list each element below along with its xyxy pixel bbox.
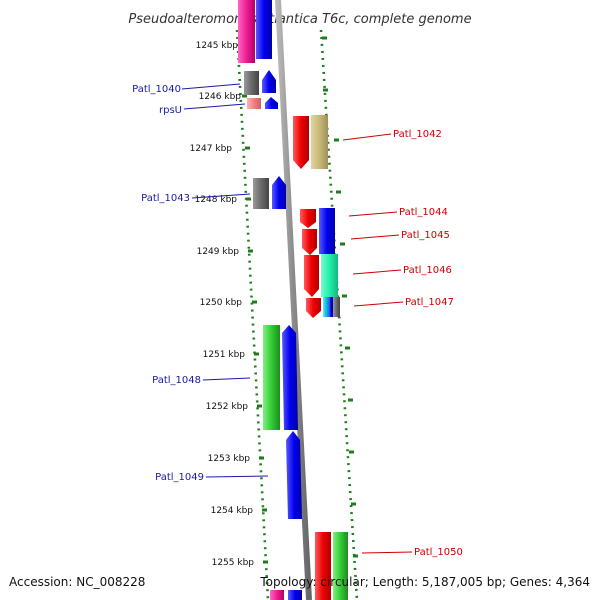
right-leader-lines bbox=[342, 133, 413, 554]
accession-text: Accession: NC_008228 bbox=[9, 575, 145, 589]
gene-arrow[interactable] bbox=[272, 176, 286, 209]
tick-labels: 1245 kbp 1246 kbp 1247 kbp 1248 kbp 1249… bbox=[190, 41, 255, 568]
right-tick-marks bbox=[322, 36, 358, 558]
gene-label-patl-1047[interactable]: Patl_1047 bbox=[405, 297, 454, 308]
tick-label: 1250 kbp bbox=[200, 298, 243, 308]
right-gene-labels: Patl_1042 Patl_1044 Patl_1045 Patl_1046 … bbox=[393, 129, 463, 558]
gene-label-patl-1042[interactable]: Patl_1042 bbox=[393, 129, 442, 140]
tick-label: 1255 kbp bbox=[212, 558, 255, 568]
leader-line bbox=[352, 269, 402, 275]
left-leader-lines bbox=[181, 83, 269, 478]
gene-block[interactable] bbox=[321, 254, 338, 297]
left-gene-labels: Patl_1040 rpsU Patl_1043 Patl_1048 Patl_… bbox=[132, 84, 204, 483]
gene-arrow[interactable] bbox=[265, 97, 278, 109]
leader-line bbox=[183, 103, 246, 110]
gene-arrow[interactable] bbox=[293, 116, 309, 169]
tick-label: 1248 kbp bbox=[195, 195, 238, 205]
genome-backbone bbox=[275, 0, 312, 600]
gene-block[interactable] bbox=[263, 325, 280, 430]
gene-arrow[interactable] bbox=[262, 70, 276, 93]
lower-strand-genes bbox=[293, 115, 348, 600]
gene-block[interactable] bbox=[247, 98, 261, 109]
gene-label-patl-1046[interactable]: Patl_1046 bbox=[403, 265, 452, 276]
gene-block[interactable] bbox=[315, 532, 331, 600]
gene-block[interactable] bbox=[311, 115, 328, 169]
leader-line bbox=[348, 211, 398, 217]
gene-arrow[interactable] bbox=[286, 431, 302, 519]
leader-line bbox=[361, 551, 413, 554]
gene-block[interactable] bbox=[323, 297, 329, 317]
gene-label-patl-1048[interactable]: Patl_1048 bbox=[152, 375, 201, 386]
leader-line bbox=[191, 193, 251, 199]
gene-label-patl-1049[interactable]: Patl_1049 bbox=[155, 472, 204, 483]
gene-label-patl-1050[interactable]: Patl_1050 bbox=[414, 547, 463, 558]
tick-label: 1252 kbp bbox=[206, 402, 249, 412]
gene-arrow[interactable] bbox=[304, 255, 319, 297]
gene-label-rpsu[interactable]: rpsU bbox=[159, 105, 182, 116]
gene-arrow[interactable] bbox=[302, 229, 317, 255]
gene-block[interactable] bbox=[253, 178, 269, 209]
gene-block[interactable] bbox=[319, 208, 335, 254]
tick-label: 1254 kbp bbox=[211, 506, 254, 516]
gene-label-patl-1043[interactable]: Patl_1043 bbox=[141, 193, 190, 204]
gene-block[interactable] bbox=[244, 71, 259, 95]
gene-block[interactable] bbox=[333, 532, 348, 600]
gene-block[interactable] bbox=[329, 297, 333, 317]
tick-label: 1253 kbp bbox=[208, 454, 251, 464]
tick-label: 1246 kbp bbox=[199, 92, 242, 102]
gene-arrow[interactable] bbox=[282, 325, 298, 430]
leader-line bbox=[202, 377, 251, 381]
leader-line bbox=[181, 83, 241, 90]
tick-label: 1245 kbp bbox=[196, 41, 239, 51]
genome-title: Pseudoalteromonas atlantica T6c, complet… bbox=[128, 12, 471, 27]
gene-block[interactable] bbox=[238, 0, 255, 63]
leader-line bbox=[342, 133, 392, 141]
left-tick-marks bbox=[241, 43, 268, 564]
tick-label: 1249 kbp bbox=[197, 247, 240, 257]
gene-arrow[interactable] bbox=[300, 209, 316, 228]
tick-label: 1247 kbp bbox=[190, 144, 233, 154]
leader-line bbox=[205, 475, 269, 478]
gene-block[interactable] bbox=[288, 590, 302, 600]
gene-arrow[interactable] bbox=[306, 298, 321, 318]
topology-text: Topology: circular; Length: 5,187,005 bp… bbox=[259, 575, 590, 589]
leader-line bbox=[353, 301, 404, 307]
leader-line bbox=[350, 234, 400, 240]
gene-block[interactable] bbox=[333, 297, 340, 317]
gene-label-patl-1045[interactable]: Patl_1045 bbox=[401, 230, 450, 241]
upper-strand-genes bbox=[238, 0, 302, 600]
tick-label: 1251 kbp bbox=[203, 350, 246, 360]
gene-block[interactable] bbox=[256, 0, 272, 59]
gene-label-patl-1044[interactable]: Patl_1044 bbox=[399, 207, 448, 218]
gene-label-patl-1040[interactable]: Patl_1040 bbox=[132, 84, 181, 95]
gene-block[interactable] bbox=[270, 590, 284, 600]
